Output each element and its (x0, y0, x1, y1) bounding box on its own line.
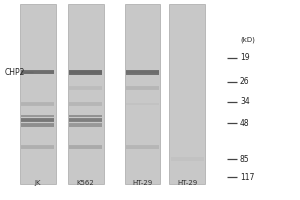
Bar (21, 70, 54, 74)
Bar (69, 123, 102, 127)
Bar (69, 115, 102, 117)
Bar (69, 87, 102, 89)
Bar (124, 4, 160, 184)
Bar (21, 115, 54, 117)
Bar (21, 104, 54, 105)
Bar (69, 71, 102, 73)
Bar (69, 88, 102, 89)
Bar (126, 88, 159, 89)
Bar (21, 118, 54, 122)
Bar (69, 120, 102, 121)
Bar (69, 86, 102, 90)
Text: K562: K562 (76, 180, 94, 186)
Bar (21, 124, 54, 126)
Bar (69, 124, 102, 126)
Bar (171, 103, 204, 105)
Bar (126, 145, 159, 149)
Bar (21, 73, 54, 74)
Bar (126, 73, 159, 74)
Bar (21, 71, 54, 73)
Bar (69, 119, 102, 121)
Text: (kD): (kD) (240, 37, 255, 43)
Bar (21, 148, 54, 149)
Bar (126, 103, 159, 105)
Bar (171, 103, 204, 105)
Bar (126, 148, 159, 149)
Bar (126, 86, 159, 90)
Bar (171, 158, 204, 160)
Bar (21, 116, 54, 117)
Bar (169, 4, 206, 184)
Text: 19: 19 (240, 53, 250, 62)
Bar (21, 146, 54, 148)
Bar (69, 103, 102, 105)
Bar (21, 120, 54, 121)
Bar (126, 146, 159, 148)
Bar (68, 4, 104, 184)
Bar (126, 70, 159, 75)
Text: 85: 85 (240, 154, 250, 164)
Bar (21, 115, 54, 117)
Text: HT-29: HT-29 (177, 180, 198, 186)
Text: JK: JK (34, 180, 41, 186)
Bar (69, 104, 102, 105)
Bar (171, 104, 204, 105)
Bar (69, 70, 102, 75)
Bar (126, 103, 159, 105)
Bar (69, 148, 102, 149)
Bar (69, 126, 102, 127)
Bar (126, 87, 159, 89)
Bar (21, 103, 54, 105)
Text: CHP2: CHP2 (4, 68, 25, 77)
Bar (126, 104, 159, 105)
Text: 34: 34 (240, 98, 250, 106)
Bar (69, 115, 102, 117)
Bar (20, 4, 56, 184)
Bar (69, 118, 102, 122)
Bar (69, 116, 102, 117)
Bar (21, 126, 54, 127)
Bar (21, 145, 54, 149)
Text: 117: 117 (240, 172, 254, 182)
Text: 48: 48 (240, 118, 250, 128)
Bar (69, 102, 102, 106)
Bar (69, 145, 102, 149)
Bar (171, 159, 204, 160)
Text: 26: 26 (240, 77, 250, 86)
Bar (126, 71, 159, 73)
Bar (69, 146, 102, 148)
Bar (21, 102, 54, 106)
Bar (21, 123, 54, 127)
Bar (69, 73, 102, 74)
Bar (21, 119, 54, 121)
Bar (171, 157, 204, 161)
Text: HT-29: HT-29 (132, 180, 153, 186)
